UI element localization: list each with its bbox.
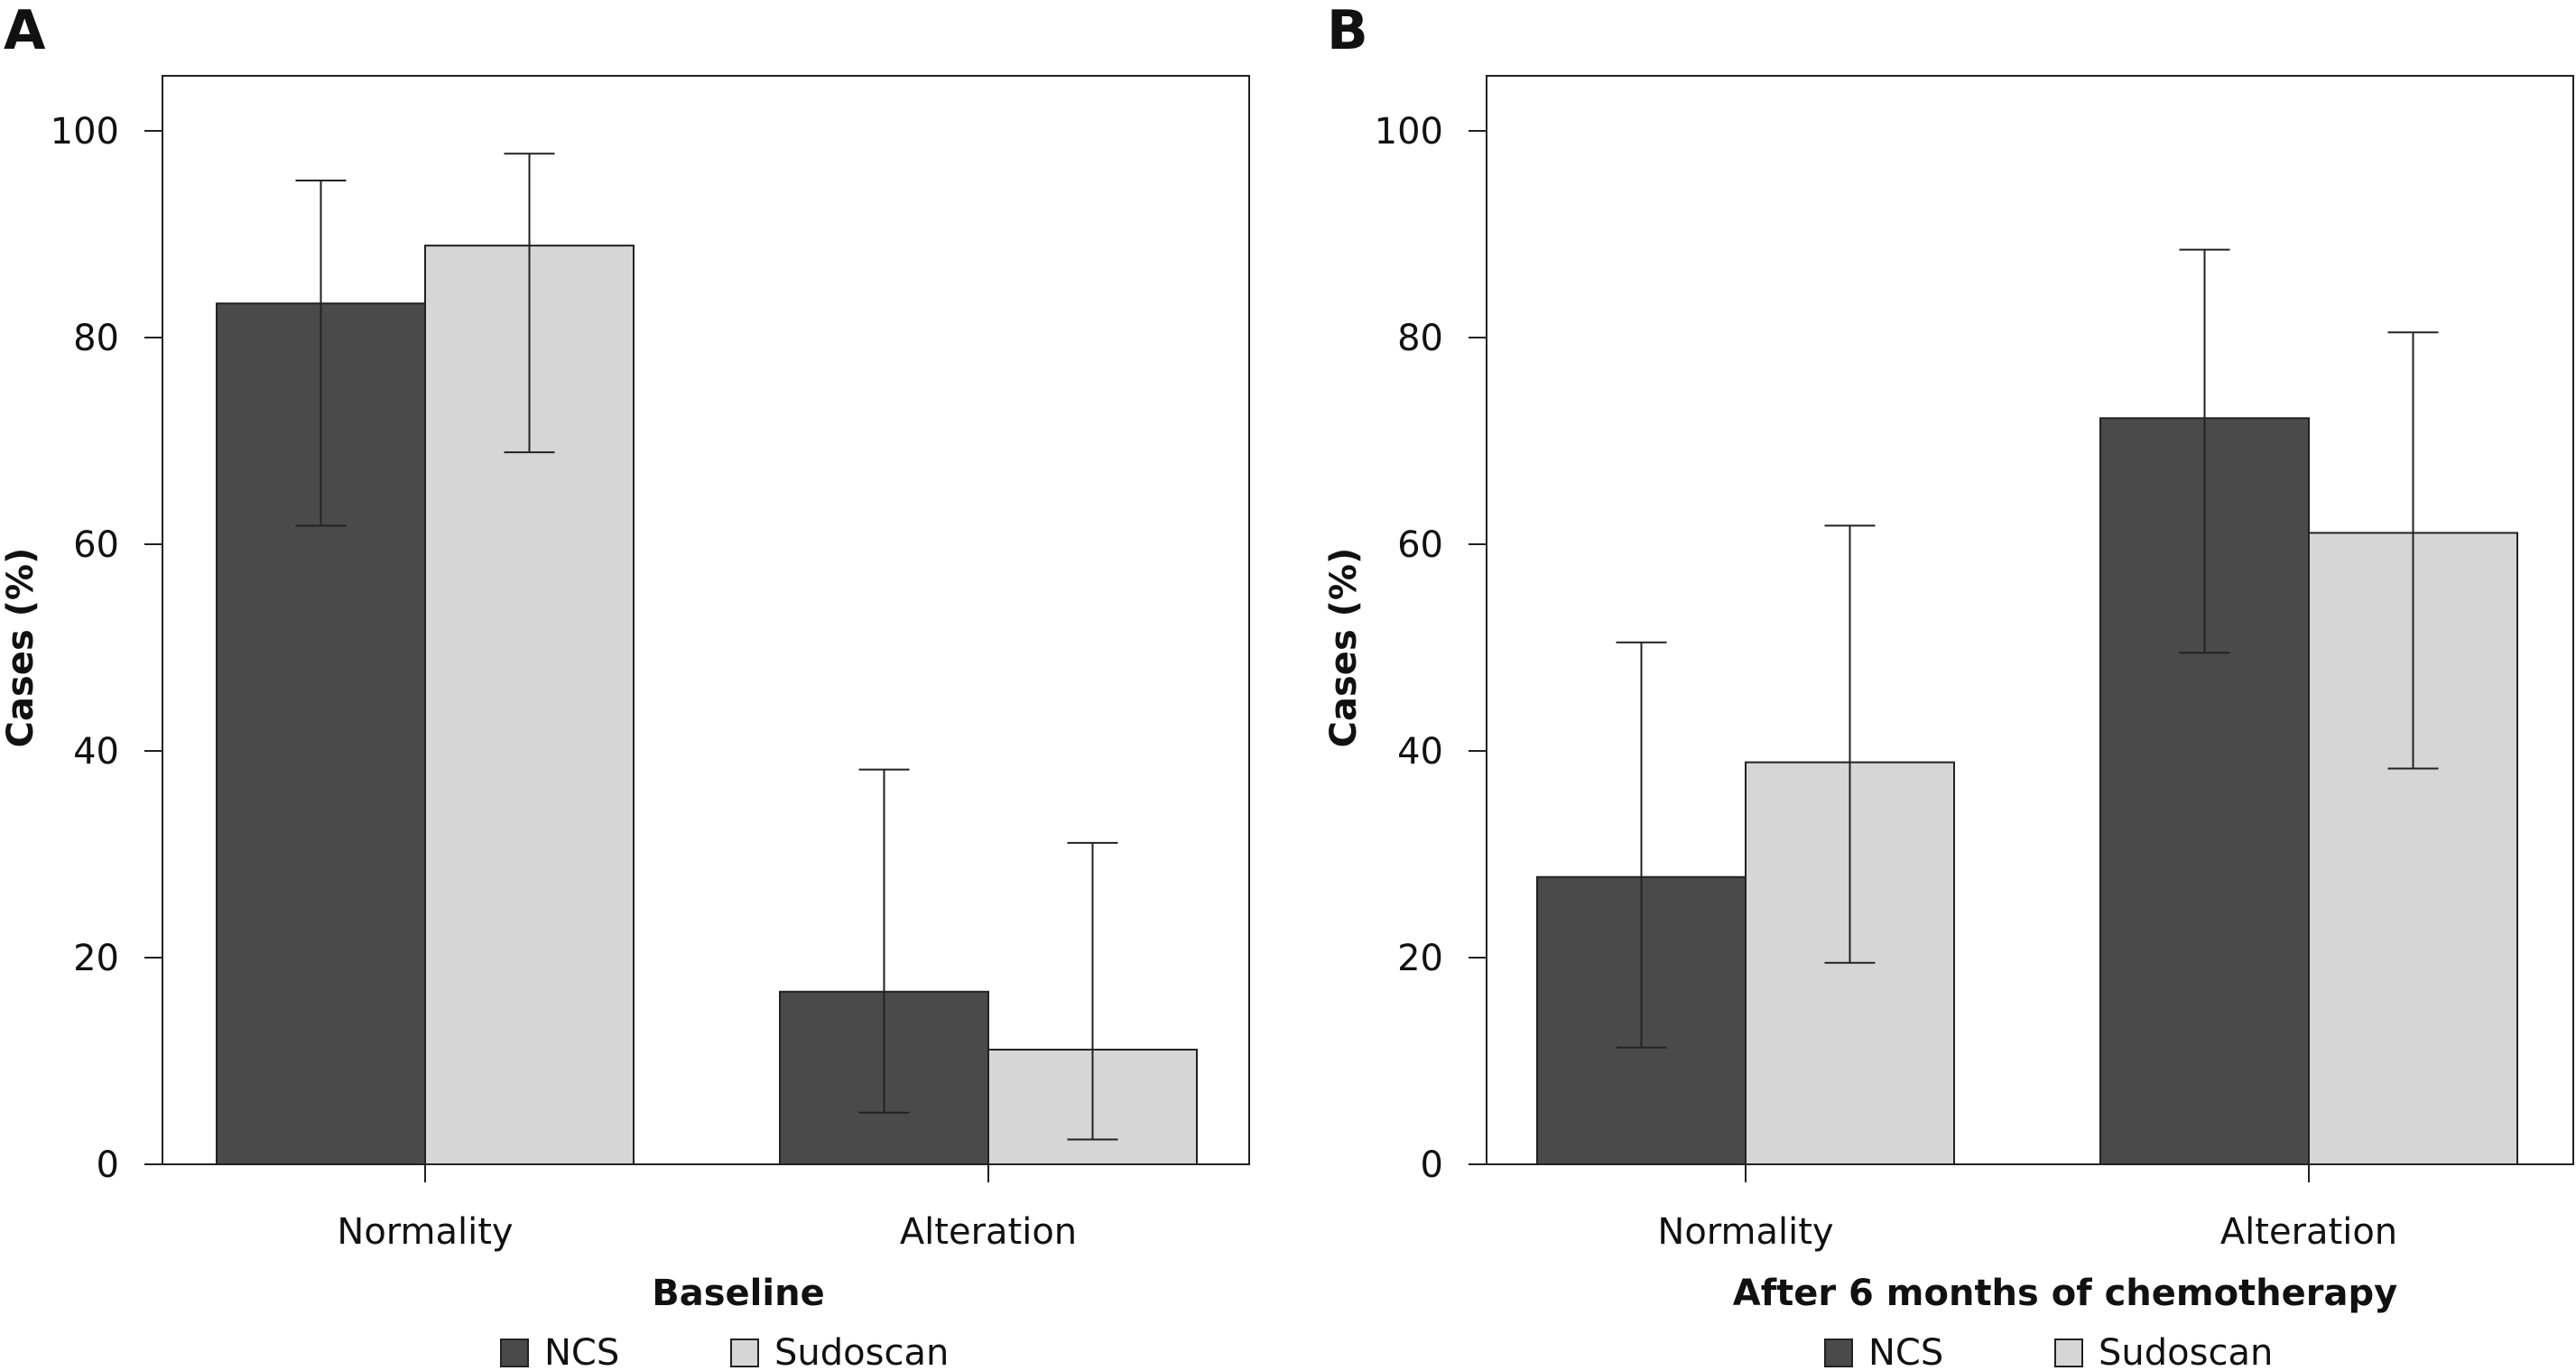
y-tick-label: 60: [1397, 524, 1443, 566]
panel-a: A 0 20 40 60 80 100 Cases (%) Normality Alteratio…: [0, 0, 1250, 1371]
x-tick-label: Alteration: [900, 1211, 1077, 1253]
y-axis-label: Cases (%): [1323, 548, 1365, 748]
y-tick-label: 0: [1421, 1144, 1443, 1186]
legend-swatch: [500, 1339, 529, 1367]
y-tick-label: 80: [1397, 318, 1443, 359]
legend-label: NCS: [1868, 1332, 1943, 1371]
y-tick-label: 100: [51, 111, 119, 153]
legend-swatch: [2054, 1339, 2083, 1367]
legend-label: NCS: [544, 1332, 619, 1371]
x-tick-label: Alteration: [2220, 1211, 2397, 1253]
y-tick-label: 0: [97, 1144, 119, 1186]
y-axis-label: Cases (%): [0, 548, 42, 748]
x-tick-label: Normality: [337, 1211, 513, 1253]
legend-swatch: [730, 1339, 759, 1367]
y-tick-label: 60: [73, 524, 119, 566]
legend-swatch: [1824, 1339, 1853, 1367]
panel-b: B 0 20 40 60 80 100 Cases (%) Normality Alteratio…: [1323, 0, 2574, 1371]
x-axis-label: After 6 months of chemotherapy: [1733, 1273, 2397, 1314]
legend-label: Sudoscan: [2099, 1332, 2273, 1371]
y-tick-label: 20: [1397, 938, 1443, 979]
y-tick-label: 20: [73, 938, 119, 979]
panel-label: B: [1327, 0, 1368, 62]
plot-frame: [162, 75, 1250, 1165]
x-tick-label: Normality: [1657, 1211, 1833, 1253]
x-axis-label: Baseline: [652, 1273, 824, 1314]
y-tick-label: 100: [1375, 111, 1443, 153]
y-tick-label: 40: [1397, 731, 1443, 773]
y-tick-label: 40: [73, 731, 119, 773]
panel-label: A: [4, 0, 46, 62]
y-tick-label: 80: [73, 318, 119, 359]
plot-frame: [1486, 75, 2574, 1165]
legend-label: Sudoscan: [774, 1332, 949, 1371]
